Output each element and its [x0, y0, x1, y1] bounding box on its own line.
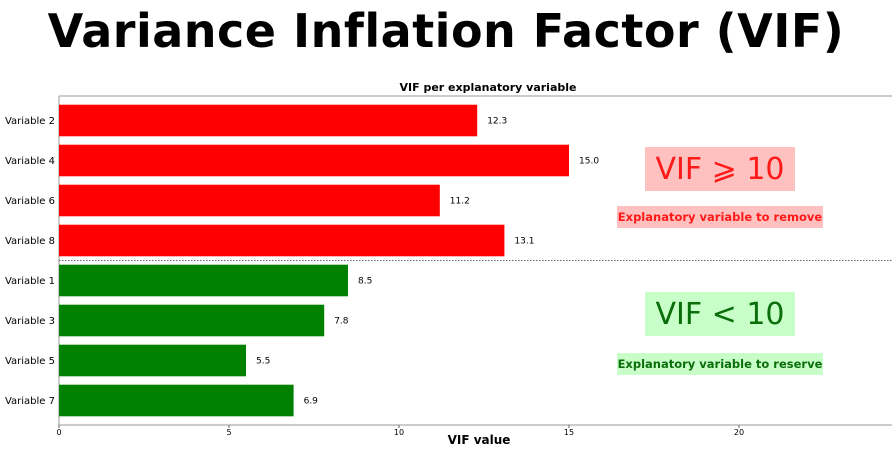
- value-label: 13.1: [514, 237, 534, 247]
- chart-title: VIF per explanatory variable: [400, 81, 577, 94]
- value-label: 8.5: [358, 277, 372, 287]
- value-label: 7.8: [334, 317, 349, 327]
- bar: [59, 384, 294, 417]
- bar: [59, 224, 505, 257]
- category-label: Variable 6: [5, 196, 55, 207]
- x-tick-label: 5: [226, 428, 231, 437]
- bar: [59, 264, 348, 297]
- page-title: Variance Inflation Factor (VIF): [47, 4, 845, 58]
- value-label: 11.2: [450, 197, 470, 207]
- high-vif-label: VIF ⩾ 10: [655, 152, 784, 187]
- bar: [59, 104, 478, 137]
- bars-group: [59, 104, 569, 417]
- category-label: Variable 1: [5, 276, 55, 287]
- bar: [59, 144, 569, 177]
- value-labels: 12.3 15.0 11.2 13.1 8.5 7.8 5.5 6.9: [256, 117, 599, 407]
- category-label: Variable 4: [5, 156, 55, 167]
- category-label: Variable 3: [5, 316, 55, 327]
- value-label: 12.3: [487, 117, 507, 127]
- x-tick-label: 0: [56, 428, 61, 437]
- x-ticks: 0 5 10 15 20: [56, 425, 744, 437]
- value-label: 5.5: [256, 357, 270, 367]
- high-vif-badge: [645, 147, 795, 191]
- value-label: 15.0: [579, 157, 599, 167]
- x-axis-label: VIF value: [448, 433, 511, 447]
- high-vif-note-badge: [617, 206, 823, 228]
- bar: [59, 184, 440, 217]
- value-label: 6.9: [304, 397, 319, 407]
- low-vif-note-badge: [617, 353, 823, 375]
- low-vif-badge: [645, 292, 795, 336]
- x-tick-label: 15: [564, 428, 574, 437]
- high-vif-note: Explanatory variable to remove: [618, 210, 823, 224]
- x-tick-label: 10: [394, 428, 404, 437]
- category-label: Variable 2: [5, 116, 55, 127]
- x-tick-label: 20: [734, 428, 744, 437]
- category-label: Variable 8: [5, 236, 55, 247]
- category-label: Variable 5: [5, 356, 55, 367]
- bar: [59, 344, 246, 377]
- low-vif-note: Explanatory variable to reserve: [618, 357, 823, 371]
- bar: [59, 304, 325, 337]
- category-labels: Variable 2 Variable 4 Variable 6 Variable 8…: [5, 116, 55, 407]
- low-vif-label: VIF < 10: [655, 297, 784, 332]
- category-label: Variable 7: [5, 396, 55, 407]
